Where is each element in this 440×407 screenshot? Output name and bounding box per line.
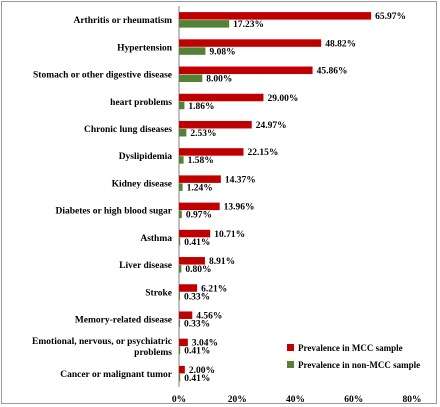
data-label-non-mcc: 0.33% [184,292,210,302]
data-label-mcc: 13.96% [224,203,255,213]
bar-non-mcc [179,156,184,164]
data-label-mcc: 10.71% [214,230,245,240]
category-label: Stroke [145,288,172,298]
category-label: problems [134,348,172,358]
data-label-non-mcc: 17.23% [233,20,264,30]
bar-non-mcc [179,237,181,246]
data-label-mcc: 3.04% [192,339,218,349]
bar-non-mcc [179,319,180,327]
bar-mcc [179,93,264,102]
bar-non-mcc [179,20,230,28]
category-label: Chronic lung diseases [84,125,172,135]
bar-mcc [179,338,188,347]
bar-mcc [179,12,372,20]
x-tick-label: 40% [286,395,305,405]
category-label: Hypertension [117,43,173,53]
bar-non-mcc [179,128,187,137]
category-label: Memory-related disease [75,315,172,325]
bar-mcc [179,365,185,374]
category-label: Dyslipidemia [119,152,173,162]
data-label-non-mcc: 1.58% [188,156,214,166]
bar-mcc [179,284,198,292]
bar-mcc [179,175,221,183]
data-label-mcc: 29.00% [267,94,298,104]
data-label-mcc: 6.21% [201,284,227,294]
category-label: Arthritis or rheumatism [73,16,172,26]
data-label-mcc: 4.56% [196,311,222,321]
legend-label: Prevalence in non-MCC sample [298,360,420,370]
data-label-non-mcc: 0.41% [184,238,210,248]
data-label-mcc: 65.97% [375,12,406,22]
category-label: Cancer or malignant tumor [60,370,173,380]
data-label-non-mcc: 2.53% [190,129,216,139]
data-label-mcc: 14.37% [225,175,256,185]
bar-non-mcc [179,346,181,355]
data-label-non-mcc: 1.86% [188,102,214,112]
data-label-non-mcc: 0.41% [184,347,210,357]
data-label-mcc: 22.15% [248,148,279,158]
data-label-non-mcc: 0.33% [184,319,210,329]
data-label-non-mcc: 0.80% [185,265,211,275]
category-label: Emotional, nervous, or psychiatric [32,337,172,347]
data-label-non-mcc: 0.97% [186,211,212,221]
category-label: Asthma [140,234,172,244]
category-label: heart problems [110,98,172,108]
category-label: Stomach or other digestive disease [33,71,172,81]
bar-mcc [179,120,252,129]
legend-swatch [287,344,294,351]
bar-non-mcc [179,74,203,83]
bar-non-mcc [179,373,181,382]
bar-non-mcc [179,265,182,273]
bar-mcc [179,148,244,156]
bar-non-mcc [179,101,185,110]
data-label-mcc: 8.91% [209,257,235,267]
x-tick-label: 60% [344,395,363,405]
category-label: Liver disease [119,261,172,271]
legend-label: Prevalence in MCC sample [298,343,403,353]
data-label-mcc: 45.86% [317,67,348,77]
data-label-non-mcc: 0.41% [184,374,210,384]
data-label-non-mcc: 8.00% [206,75,232,85]
x-tick-label: 20% [228,395,247,405]
category-label: Kidney disease [112,179,172,189]
bar-mcc [179,257,205,265]
bar-mcc [179,39,322,47]
data-label-mcc: 2.00% [189,366,215,376]
x-tick-label: 80% [403,395,422,405]
bar-non-mcc [179,183,183,191]
legend-swatch [287,361,294,368]
x-tick-label: 0% [172,395,186,405]
bar-mcc [179,202,220,211]
bar-mcc [179,66,313,75]
data-label-mcc: 48.82% [325,39,356,49]
data-label-mcc: 24.97% [256,121,287,131]
data-label-non-mcc: 9.08% [209,47,235,57]
bar-non-mcc [179,47,206,55]
bar-non-mcc [179,292,180,300]
bar-non-mcc [179,210,182,219]
data-label-non-mcc: 1.24% [187,183,213,193]
bar-mcc [179,229,211,238]
bar-mcc [179,311,193,319]
category-label: Diabetes or high blood sugar [56,207,173,217]
